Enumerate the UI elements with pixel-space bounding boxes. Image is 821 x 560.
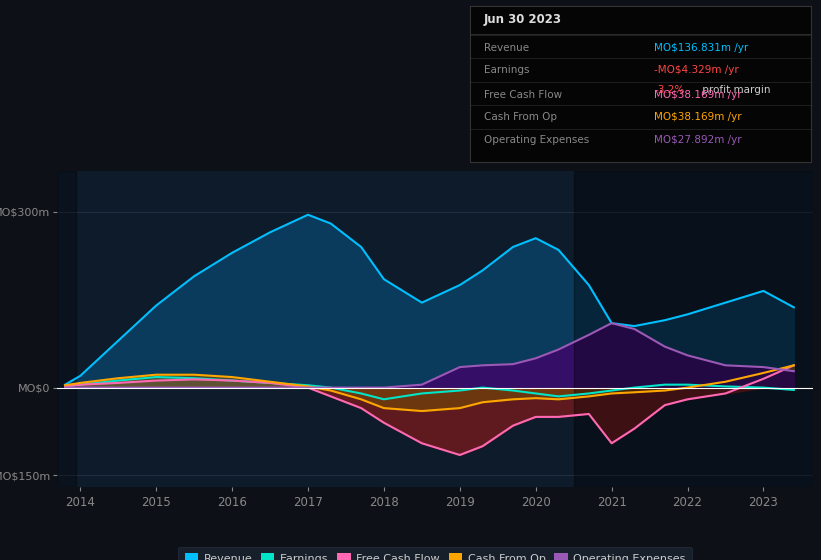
Text: Cash From Op: Cash From Op — [484, 112, 557, 122]
Text: Earnings: Earnings — [484, 65, 530, 75]
Text: MO$27.892m /yr: MO$27.892m /yr — [654, 136, 742, 146]
Text: -3.2%: -3.2% — [654, 85, 685, 95]
Legend: Revenue, Earnings, Free Cash Flow, Cash From Op, Operating Expenses: Revenue, Earnings, Free Cash Flow, Cash … — [178, 547, 692, 560]
Text: MO$38.169m /yr: MO$38.169m /yr — [654, 112, 742, 122]
Text: profit margin: profit margin — [699, 85, 770, 95]
Text: Free Cash Flow: Free Cash Flow — [484, 90, 562, 100]
Text: MO$38.169m /yr: MO$38.169m /yr — [654, 90, 742, 100]
Text: -MO$4.329m /yr: -MO$4.329m /yr — [654, 65, 739, 75]
Text: MO$136.831m /yr: MO$136.831m /yr — [654, 43, 749, 53]
Text: Revenue: Revenue — [484, 43, 530, 53]
Bar — [57, 171, 76, 487]
Bar — [574, 171, 813, 487]
Text: Operating Expenses: Operating Expenses — [484, 136, 589, 146]
Text: Jun 30 2023: Jun 30 2023 — [484, 13, 562, 26]
